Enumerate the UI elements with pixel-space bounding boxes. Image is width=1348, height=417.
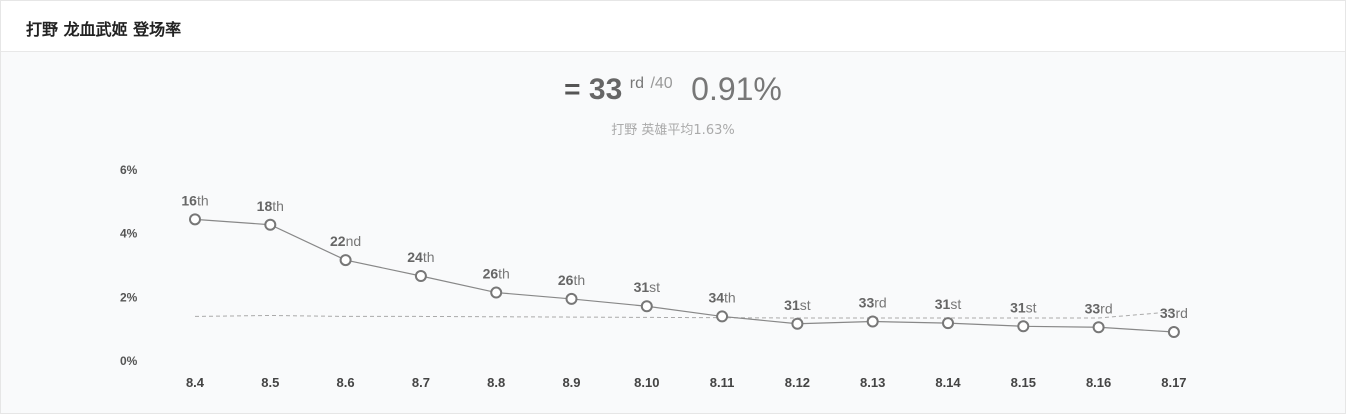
data-point bbox=[414, 270, 427, 283]
rank-total: /40 bbox=[650, 74, 673, 92]
y-tick-label: 6% bbox=[120, 163, 138, 177]
rank-summary: = 33 rd /40 0.91% bbox=[1, 71, 1345, 108]
point-label: 22nd bbox=[330, 233, 361, 249]
trend-equal-icon: = bbox=[564, 73, 581, 105]
point-label: 16th bbox=[181, 192, 208, 208]
data-point bbox=[189, 213, 201, 226]
x-tick-label: 8.4 bbox=[186, 375, 205, 390]
point-label: 26th bbox=[483, 266, 510, 282]
data-point bbox=[942, 317, 954, 330]
x-tick-label: 8.11 bbox=[710, 375, 735, 390]
x-tick-label: 8.16 bbox=[1086, 375, 1111, 390]
data-point bbox=[1017, 320, 1030, 333]
x-tick-label: 8.13 bbox=[860, 375, 885, 390]
point-label: 31st bbox=[1010, 299, 1037, 315]
x-tick-label: 8.9 bbox=[562, 375, 580, 390]
x-tick-label: 8.12 bbox=[785, 375, 810, 390]
data-point bbox=[640, 300, 653, 313]
data-point bbox=[565, 292, 578, 305]
current-rank: 33 bbox=[588, 72, 623, 106]
y-tick-label: 0% bbox=[120, 354, 138, 368]
data-point bbox=[1167, 326, 1180, 339]
point-label: 31st bbox=[784, 297, 811, 313]
point-label: 24th bbox=[407, 249, 434, 265]
data-point bbox=[866, 315, 879, 328]
point-label: 33rd bbox=[1160, 305, 1188, 321]
panel-title: 打野 龙血武姬 登场率 bbox=[26, 20, 182, 39]
data-point bbox=[490, 286, 503, 299]
average-line bbox=[194, 311, 1174, 319]
data-point bbox=[264, 218, 277, 231]
point-label: 34th bbox=[708, 289, 735, 305]
y-tick-label: 4% bbox=[120, 227, 138, 241]
x-tick-label: 8.5 bbox=[261, 375, 279, 390]
series-line bbox=[194, 218, 1174, 333]
data-point bbox=[1092, 321, 1105, 334]
pick-rate-value: 0.91% bbox=[691, 71, 782, 107]
x-tick-label: 8.7 bbox=[412, 375, 430, 390]
rank-suffix: rd bbox=[629, 74, 644, 92]
x-tick-label: 8.14 bbox=[935, 375, 961, 390]
y-tick-label: 2% bbox=[120, 290, 138, 304]
x-tick-label: 8.15 bbox=[1011, 375, 1036, 390]
data-point bbox=[791, 317, 804, 330]
x-tick-label: 8.8 bbox=[487, 375, 505, 390]
x-tick-label: 8.17 bbox=[1161, 375, 1186, 390]
point-label: 33rd bbox=[1085, 300, 1113, 316]
point-label: 33rd bbox=[859, 295, 887, 311]
data-point bbox=[716, 310, 729, 323]
point-label: 31st bbox=[935, 296, 962, 312]
point-label: 31st bbox=[634, 279, 661, 295]
x-tick-label: 8.6 bbox=[337, 375, 355, 390]
point-label: 18th bbox=[257, 198, 284, 214]
data-point bbox=[339, 254, 352, 267]
panel-header: 打野 龙血武姬 登场率 bbox=[1, 1, 1345, 52]
point-label: 26th bbox=[558, 272, 585, 288]
x-tick-label: 8.10 bbox=[634, 375, 659, 390]
average-rate-subtitle: 打野 英雄平均1.63% bbox=[611, 123, 735, 138]
